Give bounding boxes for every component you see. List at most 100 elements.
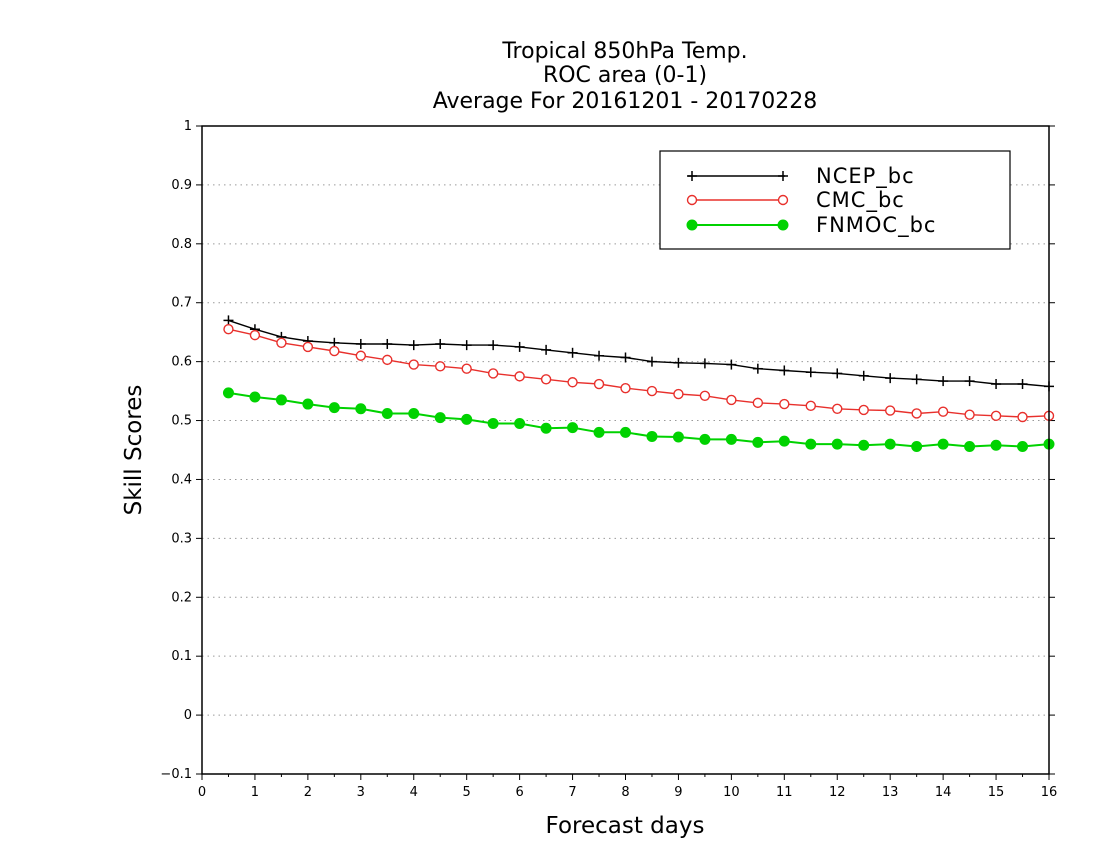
- data-point-cmc-bc: [646, 385, 658, 397]
- legend-label-ncep-bc: NCEP_bc: [816, 164, 915, 189]
- y-tick-label: 0.3: [171, 531, 192, 546]
- legend-label-cmc-bc: CMC_bc: [816, 188, 905, 213]
- data-point-fnmoc-bc: [646, 430, 658, 442]
- x-tick-label: 14: [935, 785, 952, 800]
- data-point-ncep-bc: [567, 347, 578, 358]
- y-tick-label: 0.1: [171, 649, 192, 664]
- data-point-cmc-bc: [408, 359, 419, 370]
- y-tick-label: 0.9: [171, 178, 192, 193]
- legend-marker-cmc-bc: [777, 194, 789, 206]
- data-point-cmc-bc: [461, 363, 472, 374]
- data-point-ncep-bc: [488, 340, 499, 351]
- data-point-cmc-bc: [752, 397, 764, 409]
- chart-title-line-2: ROC area (0-1): [543, 63, 707, 88]
- series-ncep-bc: [223, 315, 1054, 392]
- data-point-cmc-bc: [699, 390, 711, 402]
- data-point-fnmoc-bc: [805, 438, 817, 450]
- legend-marker-ncep-bc: [778, 171, 788, 181]
- data-point-ncep-bc: [514, 341, 525, 352]
- x-tick-label: 0: [198, 785, 206, 800]
- x-tick-label: 9: [674, 785, 682, 800]
- data-point-fnmoc-bc: [1017, 440, 1029, 452]
- data-point-cmc-bc: [355, 350, 367, 361]
- data-point-ncep-bc: [938, 376, 949, 387]
- x-tick-label: 12: [829, 785, 846, 800]
- data-point-ncep-bc: [991, 379, 1002, 390]
- data-point-fnmoc-bc: [222, 387, 234, 399]
- y-axis-label: Skill Scores: [121, 385, 147, 516]
- data-point-fnmoc-bc: [434, 412, 446, 424]
- data-point-fnmoc-bc: [567, 422, 579, 434]
- data-point-ncep-bc: [461, 340, 472, 351]
- data-point-fnmoc-bc: [328, 402, 340, 414]
- axis-ticks: −0.100.10.20.30.40.50.60.70.80.910 1 2 3 4 5 6…: [160, 119, 1057, 800]
- series-cmc-bc: [223, 324, 1055, 423]
- data-point-cmc-bc: [911, 408, 922, 419]
- y-tick-label: 0.5: [171, 414, 192, 429]
- chart-title: Tropical 850hPa Temp. ROC area (0-1) Ave…: [433, 39, 818, 114]
- data-point-cmc-bc: [567, 377, 578, 388]
- x-tick-label: 8: [621, 785, 629, 800]
- data-point-ncep-bc: [858, 370, 869, 381]
- data-point-fnmoc-bc: [911, 440, 923, 452]
- x-tick-label: 3: [357, 785, 365, 800]
- data-point-cmc-bc: [329, 345, 340, 357]
- data-point-fnmoc-bc: [937, 438, 949, 450]
- legend-label-fnmoc-bc: FNMOC_bc: [816, 213, 936, 238]
- y-tick-label: 0.6: [171, 355, 192, 370]
- data-point-fnmoc-bc: [514, 417, 526, 429]
- data-point-cmc-bc: [249, 329, 261, 341]
- y-tick-label: 0.8: [171, 237, 192, 252]
- x-tick-label: 7: [568, 785, 576, 800]
- data-point-ncep-bc: [408, 340, 419, 351]
- data-point-cmc-bc: [593, 378, 605, 390]
- legend-marker-fnmoc-bc: [686, 219, 698, 231]
- data-point-cmc-bc: [487, 368, 499, 379]
- data-point-cmc-bc: [435, 361, 446, 372]
- chart-title-line-1: Tropical 850hPa Temp.: [501, 39, 747, 64]
- data-point-cmc-bc: [779, 398, 790, 410]
- data-point-ncep-bc: [911, 374, 922, 385]
- data-point-ncep-bc: [885, 373, 896, 384]
- data-point-cmc-bc: [302, 341, 314, 353]
- data-point-cmc-bc: [382, 354, 393, 366]
- data-point-ncep-bc: [673, 357, 684, 368]
- data-point-ncep-bc: [752, 363, 763, 374]
- data-point-ncep-bc: [646, 356, 657, 367]
- legend-marker-ncep-bc: [687, 171, 697, 181]
- y-tick-label: 0.4: [171, 472, 192, 487]
- data-point-fnmoc-bc: [778, 435, 790, 447]
- data-point-cmc-bc: [937, 406, 949, 417]
- series-lines: [222, 315, 1055, 452]
- data-point-ncep-bc: [620, 352, 631, 363]
- data-point-ncep-bc: [805, 367, 816, 378]
- data-point-ncep-bc: [964, 376, 975, 387]
- data-point-fnmoc-bc: [620, 426, 631, 438]
- data-point-ncep-bc: [435, 338, 446, 349]
- data-point-ncep-bc: [699, 358, 710, 369]
- data-point-cmc-bc: [990, 410, 1002, 422]
- data-point-fnmoc-bc: [302, 398, 314, 410]
- data-point-fnmoc-bc: [752, 436, 764, 448]
- x-tick-label: 1: [251, 785, 259, 800]
- data-point-cmc-bc: [858, 404, 869, 416]
- data-point-fnmoc-bc: [672, 431, 684, 443]
- x-tick-label: 15: [988, 785, 1005, 800]
- x-tick-label: 6: [515, 785, 523, 800]
- data-point-cmc-bc: [673, 388, 684, 400]
- x-tick-label: 2: [304, 785, 312, 800]
- data-point-cmc-bc: [514, 371, 525, 382]
- x-tick-label: 16: [1041, 785, 1058, 800]
- data-point-fnmoc-bc: [593, 426, 605, 438]
- x-tick-label: 4: [410, 785, 418, 800]
- x-tick-label: 10: [723, 785, 740, 800]
- data-point-ncep-bc: [832, 368, 843, 379]
- data-point-ncep-bc: [541, 344, 552, 355]
- data-point-fnmoc-bc: [408, 407, 420, 419]
- y-tick-label: 0.7: [171, 296, 192, 311]
- data-point-cmc-bc: [540, 374, 552, 385]
- plot-frame: [201, 125, 1050, 775]
- data-point-fnmoc-bc: [381, 407, 393, 419]
